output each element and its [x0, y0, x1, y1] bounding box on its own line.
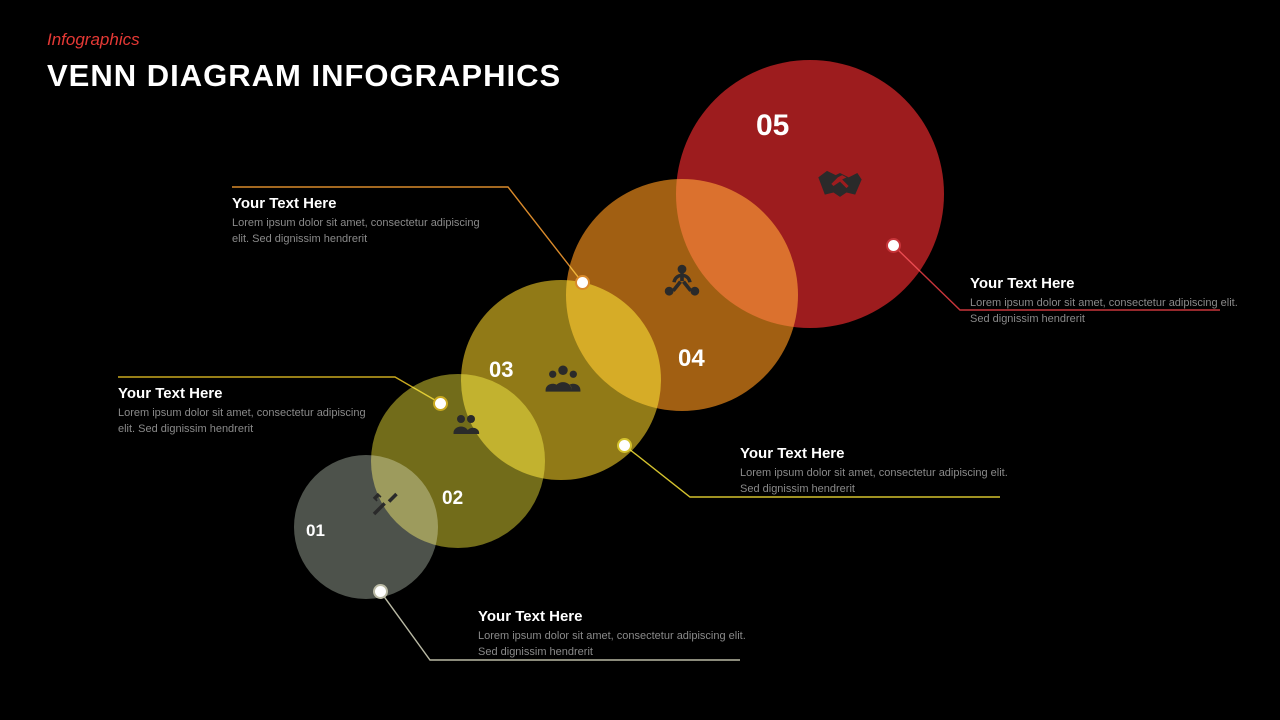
callout-title: Your Text Here	[478, 608, 748, 625]
callout-body: Lorem ipsum dolor sit amet, consectetur …	[970, 296, 1240, 328]
group-icon	[544, 360, 582, 403]
circle-number-c4: 04	[678, 345, 705, 373]
callout-c1: Your Text Here Lorem ipsum dolor sit amet…	[478, 608, 748, 661]
circle-number-c3: 03	[489, 357, 513, 383]
callout-title: Your Text Here	[740, 445, 1010, 462]
circle-number-c2: 02	[442, 488, 463, 510]
callout-c2: Your Text Here Lorem ipsum dolor sit amet…	[118, 385, 378, 438]
two-users-icon	[451, 409, 481, 444]
callout-c4: Your Text Here Lorem ipsum dolor sit amet…	[740, 445, 1010, 498]
callout-c5: Your Text Here Lorem ipsum dolor sit amet…	[970, 275, 1240, 328]
network-icon	[660, 260, 704, 309]
callout-body: Lorem ipsum dolor sit amet, consectetur …	[232, 216, 492, 248]
venn-circle-c5	[676, 60, 944, 328]
circle-number-c1: 01	[306, 521, 325, 541]
infographic-stage: Infographics VENN DIAGRAM INFOGRAPHICS 0…	[0, 0, 1280, 720]
tools-icon	[369, 489, 399, 524]
callout-title: Your Text Here	[118, 385, 378, 402]
callout-body: Lorem ipsum dolor sit amet, consectetur …	[478, 629, 748, 661]
page-title: VENN DIAGRAM INFOGRAPHICS	[47, 58, 561, 94]
callout-title: Your Text Here	[232, 195, 492, 212]
category-label: Infographics	[47, 30, 140, 50]
connector-dot-c5	[888, 240, 899, 251]
connector-dot-c3	[577, 277, 588, 288]
connector-dot-c2	[435, 398, 446, 409]
handshake-icon	[814, 160, 866, 217]
callout-c3: Your Text Here Lorem ipsum dolor sit amet…	[232, 195, 492, 248]
connector-dot-c1	[375, 586, 386, 597]
circle-number-c5: 05	[756, 109, 789, 143]
connector-dot-c4	[619, 440, 630, 451]
callout-title: Your Text Here	[970, 275, 1240, 292]
callout-body: Lorem ipsum dolor sit amet, consectetur …	[118, 406, 378, 438]
callout-body: Lorem ipsum dolor sit amet, consectetur …	[740, 466, 1010, 498]
